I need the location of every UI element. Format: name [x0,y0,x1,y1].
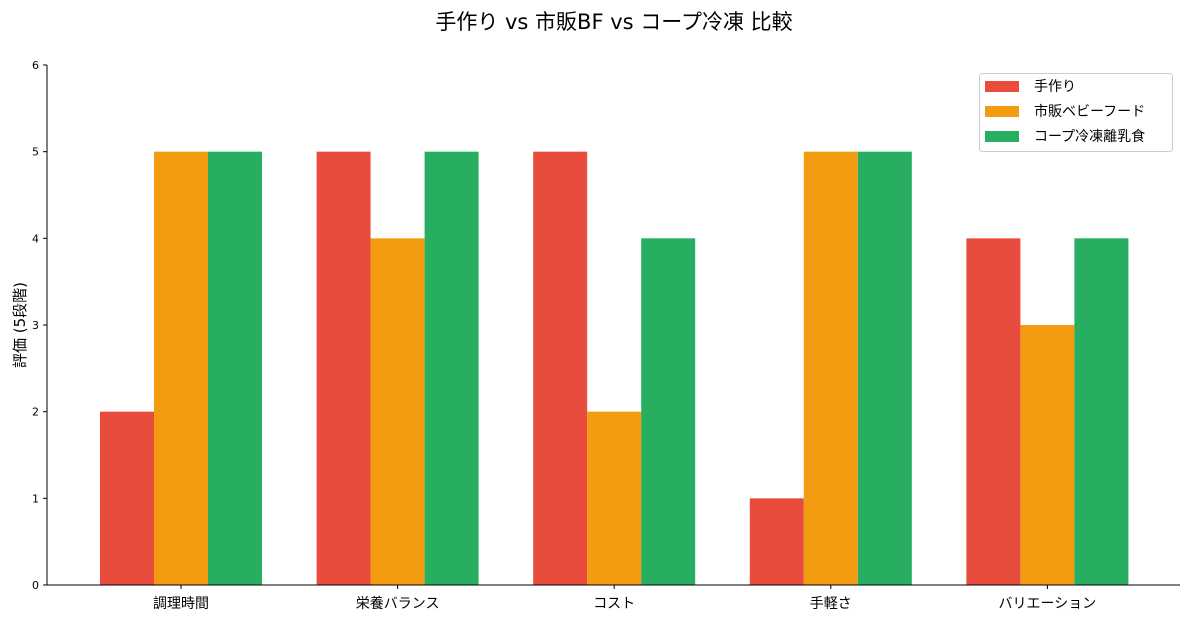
y-tick-label: 0 [32,579,39,592]
legend-swatch [985,106,1019,117]
y-tick-label: 2 [32,406,39,419]
legend-label: 手作り [1034,79,1076,95]
bar [1074,238,1129,586]
bar [749,498,804,585]
bar [100,411,154,585]
y-tick-label: 3 [32,319,39,332]
y-axis-label: 評価 (5段階) [11,282,29,368]
bar [587,411,642,585]
bar [316,151,371,585]
x-tick-label: 手軽さ [810,596,852,612]
x-tick-label: 栄養バランス [356,595,440,612]
bar [370,238,425,586]
legend-label: コープ冷凍離乳食 [1034,128,1145,145]
bar [208,151,262,585]
y-tick-label: 6 [32,59,39,72]
legend-box [979,73,1173,152]
y-tick-label: 4 [32,232,39,245]
bar [803,151,858,585]
bar [857,151,912,585]
bar [1020,325,1075,585]
x-tick-label: コスト [593,596,635,612]
x-tick-label: バリエーション [999,596,1097,612]
x-tick-label: 調理時間 [153,596,209,612]
legend-swatch [985,81,1019,92]
bar [154,151,208,585]
bar [533,151,588,585]
bar [641,238,696,586]
chart-title: 手作り vs 市販BF vs コープ冷凍 比較 [435,10,792,34]
legend-swatch [985,131,1019,142]
legend-label: 市販ベビーフード [1034,103,1145,120]
y-tick-label: 5 [32,146,39,159]
y-tick-label: 1 [32,492,39,505]
bar [966,238,1021,586]
bar [424,151,479,585]
